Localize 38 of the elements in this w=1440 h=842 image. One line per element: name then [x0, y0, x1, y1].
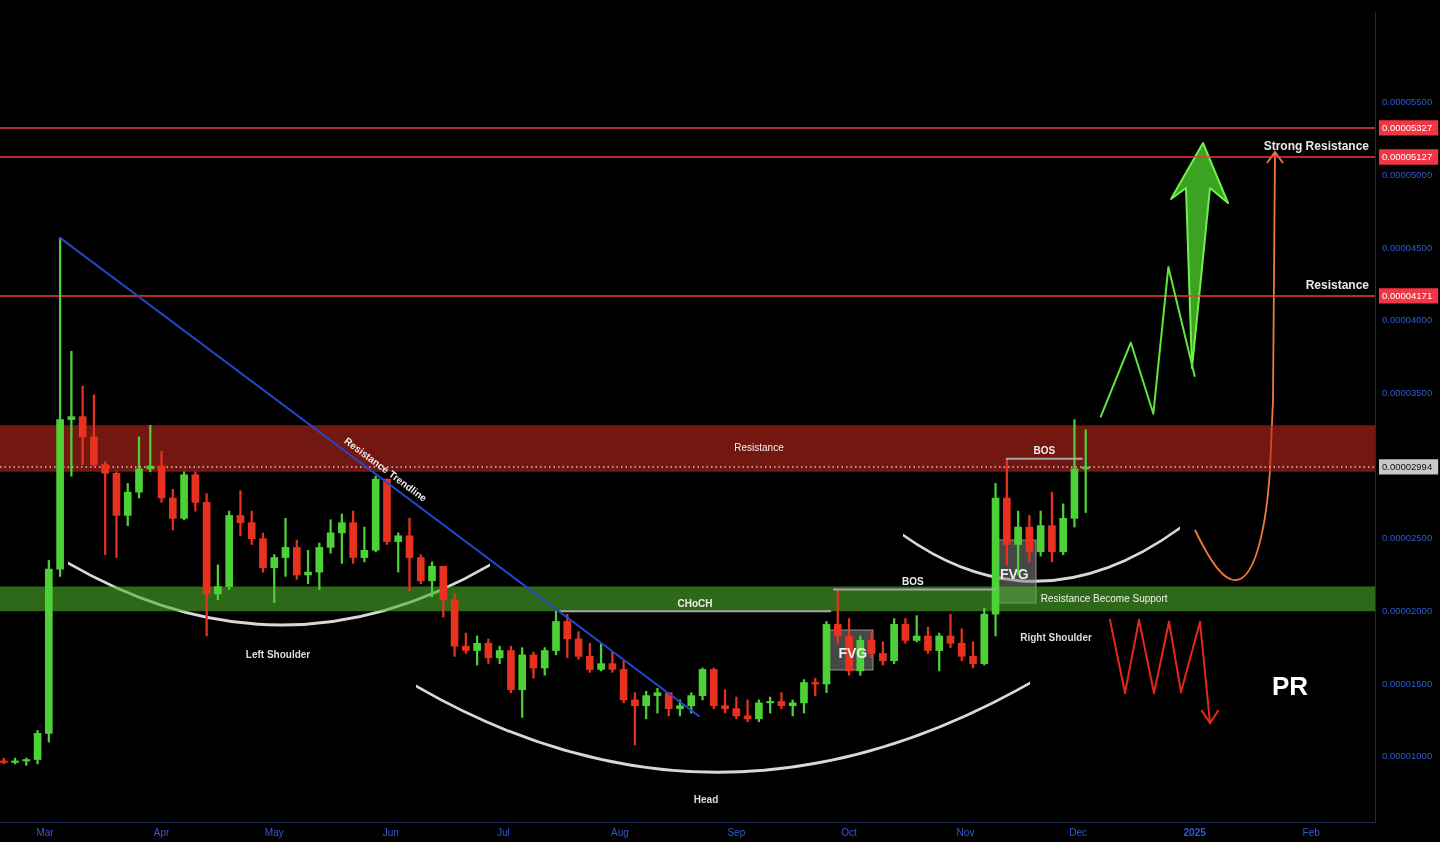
- y-tick-label: 0.00002994: [1382, 460, 1433, 472]
- band-label: Resistance: [734, 442, 785, 454]
- x-tick-label: May: [264, 826, 284, 838]
- annotation: FVG: [999, 566, 1029, 583]
- y-tick-label: 0.00004500: [1382, 241, 1433, 253]
- annotation: Left Shoulder: [245, 649, 311, 661]
- ref-line-label: Resistance: [1305, 278, 1370, 293]
- x-tick-label: Jul: [497, 826, 510, 838]
- annotation: BOS: [902, 575, 925, 587]
- x-tick-label: Mar: [36, 826, 55, 838]
- ref-line-label: Strong Resistance: [1263, 139, 1370, 154]
- y-tick-label: 0.00002000: [1382, 604, 1433, 616]
- y-tick-label: 0.00001500: [1382, 677, 1433, 689]
- x-tick-label: Aug: [610, 826, 629, 838]
- annotation: Head: [693, 794, 719, 806]
- x-tick-label: Oct: [841, 826, 858, 838]
- y-tick-label: 0.00005327: [1382, 121, 1433, 133]
- y-tick-label: 0.00004000: [1382, 314, 1433, 326]
- y-tick-label: 0.00001000: [1382, 750, 1433, 762]
- y-tick-label: 0.00002500: [1382, 532, 1433, 544]
- x-tick-label: 2025: [1183, 826, 1207, 838]
- x-tick-label: Feb: [1302, 826, 1321, 838]
- y-tick-label: 0.00005000: [1382, 169, 1433, 181]
- annotation: CHoCH: [677, 597, 713, 609]
- annotation: BOS: [1033, 445, 1056, 457]
- band-label: Resistance Become Support: [1040, 592, 1168, 604]
- annotation: PR: [1271, 670, 1309, 701]
- x-tick-label: Jun: [382, 826, 399, 838]
- x-tick-label: Dec: [1069, 826, 1088, 838]
- y-tick-label: 0.00003500: [1382, 387, 1433, 398]
- annotation: Right Shoulder: [1020, 632, 1092, 644]
- annotation: FVG: [838, 644, 868, 661]
- x-tick-label: Sep: [727, 826, 746, 838]
- x-tick-label: Nov: [956, 826, 975, 838]
- y-tick-label: 0.00004171: [1382, 289, 1433, 301]
- y-tick-label: 0.00005127: [1382, 150, 1433, 162]
- y-tick-label: 0.00005500: [1382, 96, 1433, 108]
- x-tick-label: Apr: [153, 826, 170, 838]
